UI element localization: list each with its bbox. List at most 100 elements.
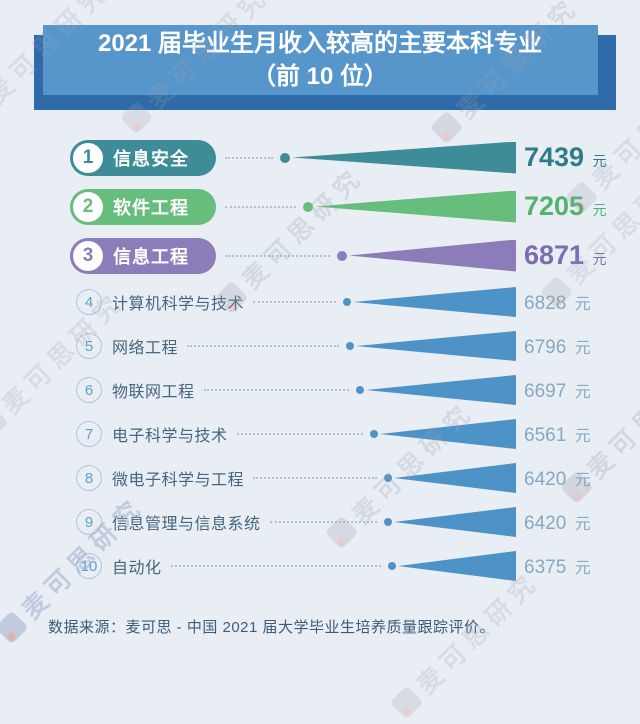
leader-dotted-line [269,521,377,523]
chart-row: 9 信息管理与信息系统 6420 元 [70,500,632,544]
major-label: 网络工程 [112,340,179,357]
value-text: 7439 元 [516,142,632,173]
value-unit: 元 [574,515,591,533]
value-text: 6697 元 [516,378,632,403]
value-unit: 元 [592,153,607,169]
title-card-face: 2021 届毕业生月收入较高的主要本科专业 （前 10 位） [42,25,598,95]
rank-badge: 2 [73,191,103,222]
value-wedge-bar [380,419,516,449]
value-wedge-bar [394,463,516,493]
rank-badge: 7 [76,421,102,447]
rank-label-group: 7 电子科学与技术 [76,421,228,447]
major-label: 软件工程 [113,197,189,218]
rank-badge-number: 9 [84,513,94,531]
rank-label-group: 6 物联网工程 [76,377,195,403]
value-unit: 元 [574,471,591,489]
value-number: 6697 [524,380,567,402]
wedge-origin-dot [346,342,354,350]
leader-dotted-line [225,205,296,208]
major-label: 自动化 [112,560,162,577]
major-label: 物联网工程 [112,384,195,401]
rank-badge: 3 [73,240,103,271]
leader-dotted-line [203,389,349,391]
wedge-origin-dot [337,250,347,261]
rank-label-group: 4 计算机科学与技术 [76,289,244,315]
value-wedge-bar [394,507,516,537]
leader-dotted-line [236,433,363,435]
rank-label-group: 1 信息安全 [70,139,216,176]
value-number: 6796 [524,336,567,358]
wedge-origin-dot [303,201,313,212]
value-unit: 元 [574,559,591,577]
major-label: 信息工程 [113,246,189,267]
rank-badge-number: 10 [80,557,98,575]
mycos-logo-icon [389,685,424,720]
page-title-line2: （前 10 位） [251,63,389,90]
rank-label-group: 3 信息工程 [70,237,216,274]
wedge-origin-dot [343,298,351,306]
value-wedge-bar [356,331,516,361]
value-unit: 元 [574,295,591,313]
rank-badge-number: 1 [82,146,94,168]
rank-badge-number: 8 [84,469,94,487]
major-label: 信息安全 [113,148,189,169]
major-label: 信息管理与信息系统 [112,516,261,533]
value-wedge-bar [366,375,516,405]
rank-label-group: 5 网络工程 [76,333,178,359]
rank-badge: 9 [76,509,102,535]
major-label: 计算机科学与技术 [112,296,245,313]
value-text: 7205 元 [516,191,632,222]
rank-label-group: 8 微电子科学与工程 [76,465,244,491]
value-wedge-bar [349,239,516,272]
value-number: 6561 [524,424,567,446]
major-label: 电子科学与技术 [112,428,228,445]
value-number: 6828 [524,292,567,314]
rank-badge-number: 6 [84,381,94,399]
rank-badge-number: 3 [82,244,94,266]
rank-badge: 5 [76,333,102,359]
rank-badge: 8 [76,465,102,491]
title-card: 2021 届毕业生月收入较高的主要本科专业 （前 10 位） [33,25,616,110]
rank-label-group: 2 软件工程 [70,188,216,225]
value-unit: 元 [574,427,591,445]
value-number: 6420 [524,512,567,534]
value-unit: 元 [592,251,607,267]
value-unit: 元 [574,339,591,357]
chart-row: 4 计算机科学与技术 6828 元 [70,280,632,324]
rank-badge-number: 4 [84,293,94,311]
rank-badge: 4 [76,289,102,315]
chart-row: 6 物联网工程 6697 元 [70,368,632,412]
leader-dotted-line [170,565,381,567]
rank-badge: 1 [73,142,103,173]
rank-badge: 10 [76,553,102,579]
page-title-line1: 2021 届毕业生月收入较高的主要本科专业 [97,30,543,57]
value-text: 6561 元 [516,422,632,447]
chart-row: 3 信息工程 6871 元 [70,231,632,280]
leader-dotted-line [187,345,339,347]
value-text: 6375 元 [516,554,632,579]
chart-row: 2 软件工程 7205 元 [70,182,632,231]
leader-dotted-line [253,301,336,303]
chart-row: 1 信息安全 7439 元 [70,133,632,182]
value-text: 6871 元 [516,240,632,271]
value-text: 6796 元 [516,334,632,359]
chart-row: 7 电子科学与技术 6561 元 [70,412,632,456]
value-number: 7205 [524,191,585,221]
rank-badge-number: 7 [84,425,94,443]
value-wedge-bar [353,287,516,317]
chart-rows: 1 信息安全 7439 元 2 软件工程 7205 元 3 信 [0,133,640,588]
leader-dotted-line [225,156,273,159]
value-wedge-bar [292,141,516,174]
leader-dotted-line [225,254,330,257]
rank-label-group: 9 信息管理与信息系统 [76,509,261,535]
chart-row: 8 微电子科学与工程 6420 元 [70,456,632,500]
wedge-origin-dot [280,152,290,163]
chart-row: 5 网络工程 6796 元 [70,324,632,368]
value-number: 6375 [524,556,567,578]
rank-badge-number: 2 [82,195,94,217]
value-text: 6828 元 [516,290,632,315]
value-wedge-bar [398,551,516,581]
wedge-origin-dot [388,562,396,570]
rank-label-group: 10 自动化 [76,553,162,579]
major-label: 微电子科学与工程 [112,472,245,489]
